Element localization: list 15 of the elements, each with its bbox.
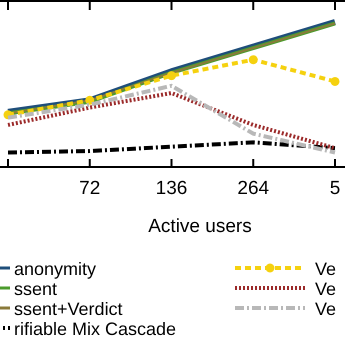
x-tick-label: 136 [156,178,188,199]
point [330,76,340,86]
legend-label: ssent [14,279,58,299]
x-axis-title: Active users [148,216,252,237]
legend-label: Ve [315,259,336,279]
legend-label: Ve [315,279,336,299]
legend-label: rifiable Mix Cascade [14,319,176,339]
x-tick-label: 72 [79,178,100,199]
point [167,71,176,80]
x-tick-label: 264 [237,178,270,199]
x-tick-label: 5 [330,178,340,199]
legend-label: ssent+Verdict [14,299,123,319]
point [248,55,258,64]
legend-label: Ve [315,299,336,319]
legend-label: anonymity [14,259,96,279]
